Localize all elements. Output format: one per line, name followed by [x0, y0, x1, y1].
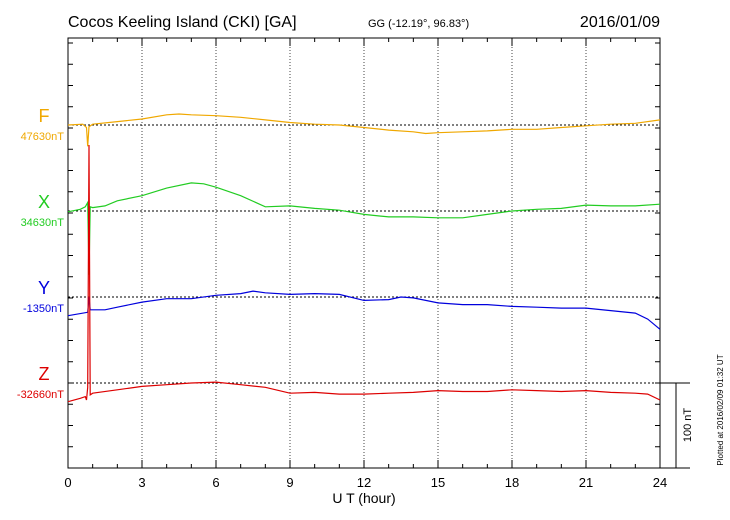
x-tick-label: 18 — [505, 475, 519, 490]
plot-frame — [67, 37, 661, 469]
x-tick-labels: 0 3 6 9 12 15 18 21 24 — [64, 475, 667, 490]
x-tick-label: 12 — [357, 475, 371, 490]
scale-bar-label: 100 nT — [682, 408, 694, 443]
series-lines — [67, 113, 661, 403]
series-baseline-label-y: -1350nT — [23, 303, 64, 315]
series-baselines — [68, 124, 660, 384]
station-title: Cocos Keeling Island (CKI) [GA] — [68, 14, 297, 31]
series-name-y: Y — [38, 278, 50, 298]
series-line-z — [67, 144, 661, 403]
x-axis-label: U T (hour) — [332, 490, 395, 506]
plot-date: 2016/01/09 — [580, 14, 660, 31]
x-tick-label: 3 — [138, 475, 145, 490]
series-line-x — [67, 182, 661, 275]
plotted-at-note: Plotted at 2016/02/09 01:32 UT — [716, 354, 725, 465]
x-tick-label: 15 — [431, 475, 445, 490]
x-tick-label: 9 — [286, 475, 293, 490]
series-labels: F 47630nT X 34630nT Y -1350nT Z -32660nT — [17, 106, 64, 401]
x-tick-label: 6 — [212, 475, 219, 490]
axis-ticks — [67, 38, 661, 469]
x-tick-label: 0 — [64, 475, 71, 490]
scale-bar: 100 nT — [660, 382, 694, 469]
station-coordinates: GG (-12.19°, 96.83°) — [368, 18, 469, 30]
x-tick-label: 24 — [653, 475, 667, 490]
series-baseline-label-x: 34630nT — [21, 217, 65, 229]
series-line-y — [67, 290, 661, 330]
series-line-f — [67, 113, 661, 147]
series-name-z: Z — [39, 364, 50, 384]
series-name-x: X — [38, 192, 50, 212]
series-baseline-label-z: -32660nT — [17, 389, 64, 401]
x-tick-label: 21 — [579, 475, 593, 490]
series-baseline-label-f: 47630nT — [21, 131, 65, 143]
series-name-f: F — [39, 106, 50, 126]
grid — [141, 38, 587, 468]
